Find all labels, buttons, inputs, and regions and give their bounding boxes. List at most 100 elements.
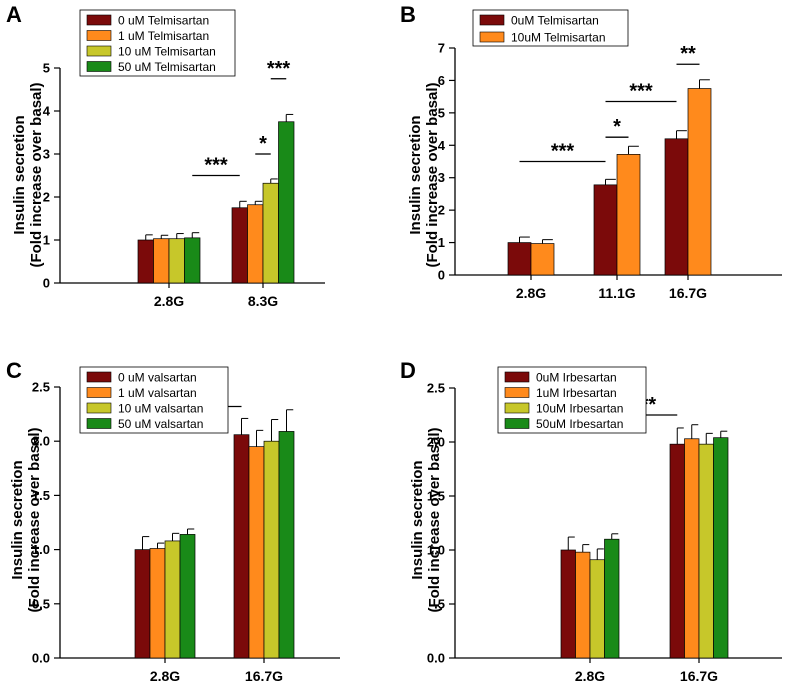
x-tick-label: 16.7G — [245, 668, 283, 682]
significance-label: *** — [204, 155, 228, 177]
y-tick-label: 3 — [43, 147, 50, 162]
y-tick-label: 2.5 — [427, 381, 445, 396]
y-axis-label: Insulin secretion — [409, 460, 426, 579]
legend-swatch — [504, 371, 530, 383]
x-tick-label: 16.7G — [669, 285, 707, 301]
legend-label: 0uM Irbesartan — [536, 371, 617, 385]
significance-label: * — [259, 133, 267, 155]
legend-label: 50uM Irbesartan — [536, 417, 623, 431]
legend-label: 10 uM Telmisartan — [118, 45, 216, 59]
y-tick-label: 0.0 — [32, 651, 50, 666]
legend-swatch — [86, 30, 112, 41]
bar — [687, 88, 712, 276]
legend-label: 0 uM Telmisartan — [118, 14, 209, 28]
panel-letter: C — [6, 358, 22, 383]
legend-label: 50 uM Telmisartan — [118, 60, 216, 74]
y-tick-label: 0 — [43, 276, 50, 291]
bar — [137, 239, 154, 284]
x-tick-label: 8.3G — [248, 293, 278, 309]
y-tick-label: 6 — [438, 73, 445, 88]
bar — [560, 549, 576, 659]
bar — [593, 184, 618, 276]
y-tick-label: 5 — [438, 105, 445, 120]
legend-label: 0uM Telmisartan — [511, 14, 599, 28]
bar — [507, 242, 532, 276]
bar — [184, 237, 201, 284]
legend-swatch — [479, 31, 505, 43]
bar — [134, 549, 151, 659]
bar — [530, 243, 555, 276]
bar — [149, 548, 166, 659]
y-tick-label: 0 — [438, 268, 445, 283]
y-tick-label: .5 — [434, 597, 445, 612]
significance-label: *** — [551, 141, 575, 163]
y-axis-label: (Fold increase over basal) — [28, 82, 45, 267]
legend-label: 10uM Irbesartan — [536, 402, 623, 416]
y-tick-label: 1 — [43, 233, 50, 248]
x-tick-label: 11.1G — [598, 285, 635, 301]
y-axis-label: (Fold increase over basal) — [26, 427, 43, 612]
y-tick-label: 7 — [438, 41, 445, 56]
legend-label: 1uM Irbesartan — [536, 386, 617, 400]
legend-label: 50 uM valsartan — [118, 417, 203, 431]
y-tick-label: 2 — [43, 190, 50, 205]
bar — [263, 440, 280, 659]
significance-label: *** — [267, 58, 291, 80]
x-tick-label: 2.8G — [150, 668, 180, 682]
legend-label: 10 uM valsartan — [118, 402, 203, 416]
y-axis-label: (Fold increase over basal) — [426, 427, 443, 612]
x-tick-label: 2.8G — [516, 285, 546, 301]
bar — [233, 434, 250, 659]
x-tick-label: 2.8G — [154, 293, 184, 309]
x-tick-label: 16.7G — [680, 668, 718, 682]
legend-swatch — [86, 45, 112, 57]
bar — [684, 438, 700, 659]
legend-swatch — [504, 402, 530, 414]
y-tick-label: 2.0 — [427, 435, 445, 450]
bar — [604, 538, 620, 659]
legend-swatch — [86, 371, 112, 383]
y-tick-label: 0.0 — [427, 651, 445, 666]
bar — [713, 437, 729, 659]
significance-label: * — [613, 116, 621, 138]
bar — [262, 182, 279, 284]
legend-swatch — [86, 14, 112, 26]
bar — [179, 534, 196, 659]
legend-swatch — [86, 387, 112, 398]
bar — [278, 121, 295, 284]
legend-label: 1 uM Telmisartan — [118, 29, 209, 43]
bar — [575, 551, 591, 659]
legend-swatch — [86, 418, 112, 429]
y-axis-label: (Fold increase over basal) — [424, 82, 441, 267]
y-tick-label: 2.0 — [32, 434, 50, 449]
bar — [168, 238, 185, 284]
significance-label: *** — [629, 81, 653, 103]
bar — [616, 154, 641, 276]
legend-swatch — [504, 387, 530, 398]
panel-letter: A — [6, 2, 22, 27]
y-axis-label: Insulin secretion — [407, 115, 424, 234]
y-axis-label: Insulin secretion — [11, 115, 28, 234]
panel-letter: D — [400, 358, 416, 383]
y-tick-label: 0.5 — [32, 596, 50, 611]
legend-swatch — [86, 402, 112, 414]
bar — [589, 559, 605, 659]
bar — [664, 138, 689, 276]
legend-label: 0 uM valsartan — [118, 371, 197, 385]
legend-label: 1 uM valsartan — [118, 386, 197, 400]
legend-swatch — [479, 14, 505, 26]
legend-swatch — [504, 418, 530, 429]
y-tick-label: 1.0 — [427, 543, 445, 558]
bar — [231, 207, 248, 284]
bar — [164, 540, 181, 659]
bar — [248, 446, 265, 659]
bar — [278, 431, 295, 659]
y-tick-label: 2.5 — [32, 380, 50, 395]
y-tick-label: 1.5 — [427, 489, 445, 504]
y-tick-label: 2 — [438, 203, 445, 218]
y-axis-label: Insulin secretion — [9, 460, 26, 579]
